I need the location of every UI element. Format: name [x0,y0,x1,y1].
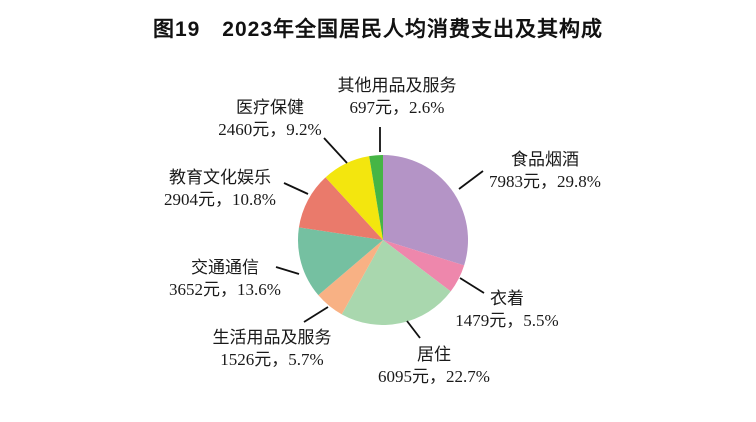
slice-label-value: 2460元，9.2% [218,120,322,139]
slice-label-name: 教育文化娱乐 [168,168,271,187]
slice-label-name: 医疗保健 [235,98,304,117]
slice-label: 交通通信 3652元，13.6% [169,257,281,301]
pie-slice [325,156,383,240]
leader-line [275,266,300,275]
slice-label-value: 3652元，13.6% [169,280,281,299]
leader-line [303,306,329,323]
slice-label-name: 食品烟酒 [510,150,579,169]
leader-line [459,277,485,294]
slice-label: 其他用品及服务 697元，2.6% [338,75,457,119]
slice-label-name: 交通通信 [190,258,259,277]
slice-label-value: 7983元，29.8% [489,172,601,191]
slice-label: 生活用品及服务 1526元，5.7% [213,327,332,371]
chart-title: 图19 2023年全国居民人均消费支出及其构成 [152,18,604,41]
pie-slice [383,155,469,266]
slice-label-value: 6095元，22.7% [378,367,490,386]
slice-label-name: 衣着 [489,289,524,308]
slice-label-name: 其他用品及服务 [337,76,457,95]
slice-label-value: 697元，2.6% [349,98,445,117]
pie-slice [298,227,383,296]
leader-line [323,137,348,164]
pie-slice [341,240,451,326]
slice-label: 医疗保健 2460元，9.2% [218,97,321,141]
leader-line [406,320,421,339]
pie-slice [318,240,383,315]
slice-label-name: 生活用品及服务 [212,328,332,347]
slice-label-value: 2904元，10.8% [164,190,276,209]
slice-label: 教育文化娱乐 2904元，10.8% [164,167,276,211]
slice-label-name: 居住 [416,345,451,364]
pie-slice [383,240,465,292]
pie-slice [298,177,383,240]
slice-label: 衣着 1479元，5.5% [455,288,558,332]
pie-slice [369,155,383,240]
slice-label: 食品烟酒 7983元，29.8% [489,149,601,193]
slice-label-value: 1479元，5.5% [455,311,559,330]
slice-label-value: 1526元，5.7% [220,350,324,369]
slice-label: 居住 6095元，22.7% [378,344,490,388]
leader-line [283,182,309,195]
leader-line [458,170,484,190]
